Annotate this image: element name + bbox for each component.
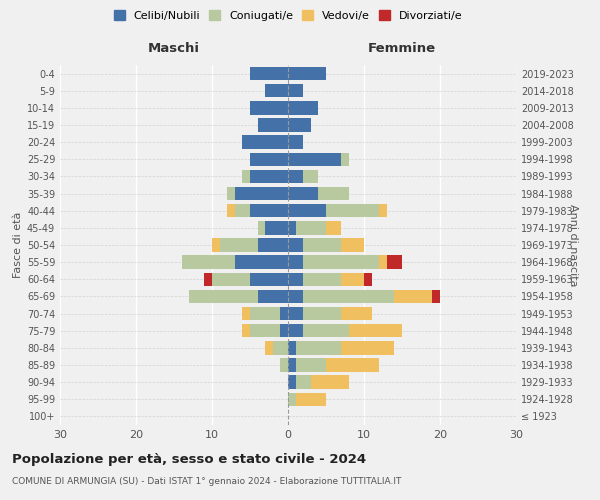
Bar xyxy=(288,136,303,149)
Bar xyxy=(303,170,319,183)
Bar xyxy=(303,256,379,269)
Bar xyxy=(296,221,326,234)
Bar xyxy=(288,324,303,338)
Bar xyxy=(257,290,288,303)
Bar xyxy=(341,307,371,320)
Bar xyxy=(288,272,303,286)
Bar xyxy=(235,256,288,269)
Bar xyxy=(387,256,402,269)
Bar xyxy=(242,307,250,320)
Bar xyxy=(341,238,364,252)
Legend: Celibi/Nubili, Coniugati/e, Vedovi/e, Divorziati/e: Celibi/Nubili, Coniugati/e, Vedovi/e, Di… xyxy=(112,8,464,23)
Bar xyxy=(280,324,288,338)
Bar xyxy=(250,307,280,320)
Bar xyxy=(364,272,371,286)
Bar xyxy=(296,376,311,389)
Bar xyxy=(326,221,341,234)
Bar xyxy=(379,204,387,218)
Bar xyxy=(265,84,288,98)
Bar xyxy=(212,238,220,252)
Bar xyxy=(288,101,319,114)
Bar xyxy=(242,136,288,149)
Bar xyxy=(288,307,303,320)
Bar xyxy=(250,170,288,183)
Bar xyxy=(250,67,288,80)
Bar xyxy=(288,376,296,389)
Bar xyxy=(288,204,326,218)
Bar xyxy=(311,376,349,389)
Bar xyxy=(288,238,303,252)
Bar xyxy=(205,272,212,286)
Bar xyxy=(341,152,349,166)
Bar xyxy=(257,238,288,252)
Bar xyxy=(265,341,273,354)
Bar xyxy=(257,221,265,234)
Bar xyxy=(288,341,296,354)
Y-axis label: Fasce di età: Fasce di età xyxy=(13,212,23,278)
Text: Popolazione per età, sesso e stato civile - 2024: Popolazione per età, sesso e stato civil… xyxy=(12,452,366,466)
Bar xyxy=(288,187,319,200)
Bar xyxy=(288,170,303,183)
Bar xyxy=(303,324,349,338)
Bar xyxy=(288,358,296,372)
Bar xyxy=(296,392,326,406)
Bar xyxy=(212,272,250,286)
Bar xyxy=(250,324,280,338)
Bar xyxy=(288,84,303,98)
Bar xyxy=(280,307,288,320)
Bar xyxy=(379,256,387,269)
Bar xyxy=(341,341,394,354)
Bar xyxy=(227,204,235,218)
Bar xyxy=(288,67,326,80)
Bar xyxy=(288,221,296,234)
Bar xyxy=(250,204,288,218)
Bar xyxy=(319,187,349,200)
Bar xyxy=(235,187,288,200)
Bar xyxy=(182,256,235,269)
Text: Maschi: Maschi xyxy=(148,42,200,54)
Bar xyxy=(303,238,341,252)
Bar xyxy=(220,238,257,252)
Bar xyxy=(280,358,288,372)
Bar xyxy=(303,307,341,320)
Bar xyxy=(303,290,394,303)
Bar xyxy=(341,272,364,286)
Bar xyxy=(227,187,235,200)
Bar xyxy=(288,392,296,406)
Bar xyxy=(394,290,433,303)
Bar xyxy=(288,290,303,303)
Bar xyxy=(242,170,250,183)
Bar xyxy=(273,341,288,354)
Bar xyxy=(242,324,250,338)
Bar xyxy=(303,272,341,286)
Bar xyxy=(250,152,288,166)
Text: Femmine: Femmine xyxy=(368,42,436,54)
Bar xyxy=(326,358,379,372)
Bar xyxy=(296,341,341,354)
Bar xyxy=(349,324,402,338)
Bar xyxy=(296,358,326,372)
Bar xyxy=(257,118,288,132)
Bar xyxy=(235,204,250,218)
Bar xyxy=(288,256,303,269)
Bar xyxy=(189,290,257,303)
Bar xyxy=(288,152,341,166)
Text: COMUNE DI ARMUNGIA (SU) - Dati ISTAT 1° gennaio 2024 - Elaborazione TUTTITALIA.I: COMUNE DI ARMUNGIA (SU) - Dati ISTAT 1° … xyxy=(12,478,401,486)
Y-axis label: Anni di nascita: Anni di nascita xyxy=(568,204,578,286)
Bar xyxy=(250,272,288,286)
Bar xyxy=(433,290,440,303)
Bar xyxy=(265,221,288,234)
Bar xyxy=(326,204,379,218)
Bar xyxy=(288,118,311,132)
Bar xyxy=(250,101,288,114)
